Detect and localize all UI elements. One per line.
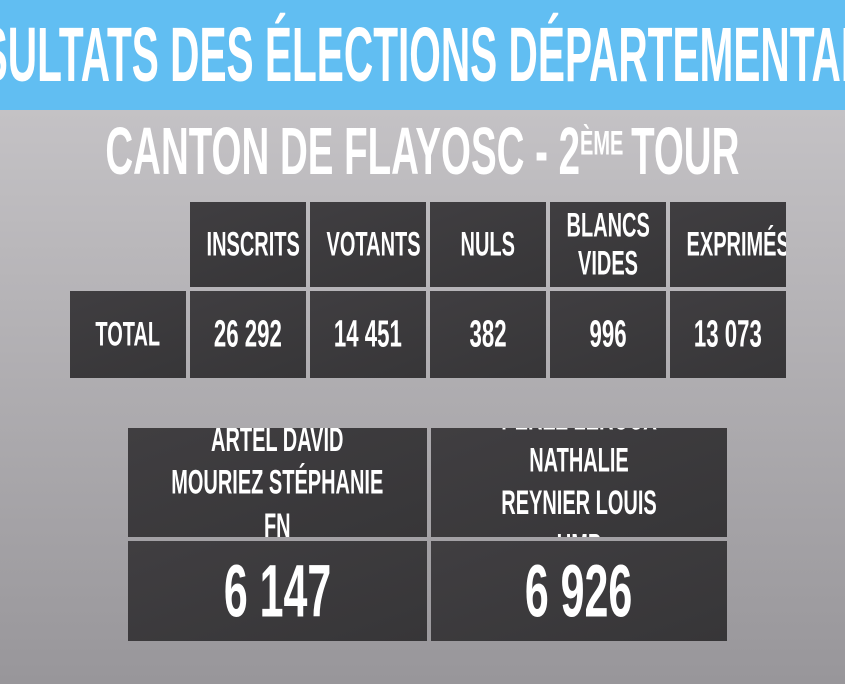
col-header-votants: VOTANTS xyxy=(310,202,426,287)
candidate-2-names: PEREZ LEROUX NATHALIE REYNIER LOUIS UMP xyxy=(469,428,688,537)
candidate-1-name-line2: MOURIEZ STÉPHANIE xyxy=(171,462,384,501)
candidate-1-name-cell: ARTEL DAVID MOURIEZ STÉPHANIE FN xyxy=(128,428,427,537)
total-nuls-value: 382 xyxy=(469,312,507,355)
total-votants-value: 14 451 xyxy=(334,312,402,355)
subtitle-prefix: CANTON DE FLAYOSC - 2 xyxy=(105,114,581,190)
col-header-nuls-label: NULS xyxy=(460,225,516,264)
col-header-nuls: NULS xyxy=(430,202,546,287)
banner: RÉSULTATS DES ÉLECTIONS DÉPARTEMENTALES xyxy=(0,0,845,110)
candidate-2-votes-value: 6 926 xyxy=(525,549,633,633)
total-blancs-vides-cell: 996 xyxy=(550,291,666,378)
col-header-blancs-vides-label: BLANCS VIDES xyxy=(566,205,650,283)
row-label-total: TOTAL xyxy=(70,291,186,378)
total-exprimes-cell: 13 073 xyxy=(670,291,786,378)
candidate-2-party: UMP xyxy=(469,525,688,537)
candidate-1-votes-cell: 6 147 xyxy=(128,541,427,641)
total-inscrits-value: 26 292 xyxy=(214,312,282,355)
total-votants-cell: 14 451 xyxy=(310,291,426,378)
subtitle-superscript: ÈME xyxy=(580,124,624,163)
candidate-1-votes-value: 6 147 xyxy=(223,549,332,633)
banner-title: RÉSULTATS DES ÉLECTIONS DÉPARTEMENTALES xyxy=(0,12,845,98)
total-blancs-vides-value: 996 xyxy=(589,312,627,355)
total-exprimes-value: 13 073 xyxy=(694,312,762,355)
subtitle-suffix: TOUR xyxy=(631,114,740,190)
candidate-1-names: ARTEL DAVID MOURIEZ STÉPHANIE FN xyxy=(171,428,383,537)
row-label-total-text: TOTAL xyxy=(95,315,161,354)
candidate-1-party: FN xyxy=(264,505,291,538)
subtitle-text: CANTON DE FLAYOSC - 2ÈME TOUR xyxy=(105,114,739,191)
candidate-2-name-line1: PEREZ LEROUX NATHALIE xyxy=(501,428,656,480)
col-header-votants-label: VOTANTS xyxy=(326,225,421,264)
total-inscrits-cell: 26 292 xyxy=(190,291,306,378)
subtitle: CANTON DE FLAYOSC - 2ÈME TOUR xyxy=(0,108,845,196)
col-header-blancs-vides: BLANCS VIDES xyxy=(550,202,666,287)
candidate-2-name-cell: PEREZ LEROUX NATHALIE REYNIER LOUIS UMP xyxy=(431,428,727,537)
col-header-exprimes: EXPRIMÉS xyxy=(670,202,786,287)
candidate-2-name-line2: REYNIER LOUIS xyxy=(501,483,657,522)
col-header-inscrits: INSCRITS xyxy=(190,202,306,287)
candidate-2-votes-cell: 6 926 xyxy=(431,541,727,641)
total-nuls-cell: 382 xyxy=(430,291,546,378)
col-header-exprimes-label: EXPRIMÉS xyxy=(686,225,786,264)
candidate-1-name-line1: ARTEL DAVID xyxy=(211,428,344,459)
col-header-inscrits-label: INSCRITS xyxy=(206,225,300,264)
